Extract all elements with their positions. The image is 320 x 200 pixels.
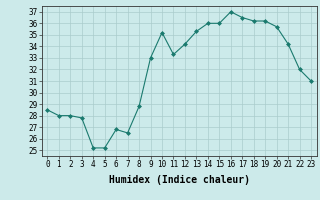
- X-axis label: Humidex (Indice chaleur): Humidex (Indice chaleur): [109, 175, 250, 185]
